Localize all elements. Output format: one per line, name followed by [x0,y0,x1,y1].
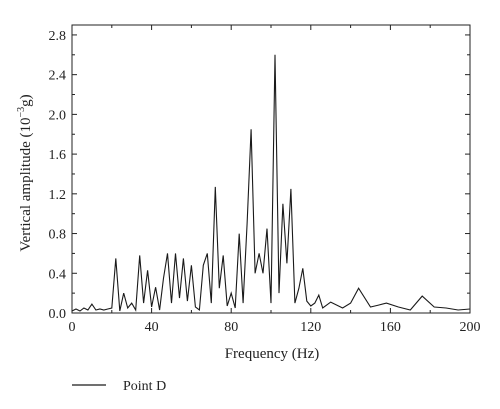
x-tick-label: 40 [145,320,159,335]
x-tick-label: 200 [460,320,481,335]
plot-area [71,54,471,312]
axes: 0 40 80 120 160 200 0.0 0.4 0.8 1.2 1.6 2.0 2.4 2.8 [49,24,481,335]
y-tick-label: 2.0 [49,108,67,123]
y-axis-title: Vertical amplitude (10−3g) [16,94,34,251]
x-tick-label: 0 [69,320,76,335]
y-axis-title-main: Vertical amplitude (10 [18,118,34,252]
y-tick-label: 2.8 [49,29,67,44]
y-tick-label: 1.6 [49,148,67,163]
x-tick-label: 120 [300,320,321,335]
series-line-point-d [71,54,471,312]
y-axis-title-exponent: −3 [16,107,27,118]
y-axis-title-unit: g) [18,94,34,107]
y-tick-label: 0.4 [49,267,67,282]
x-tick-label: 80 [224,320,238,335]
y-tick-label: 1.2 [49,188,67,203]
legend: Point D [72,379,166,394]
x-tick-label: 160 [380,320,401,335]
x-axis-title: Frequency (Hz) [225,346,320,362]
y-tick-label: 0.8 [49,228,67,243]
y-tick-label: 2.4 [49,69,67,84]
legend-label-point-d: Point D [123,379,166,394]
y-tick-label: 0.0 [49,307,67,322]
